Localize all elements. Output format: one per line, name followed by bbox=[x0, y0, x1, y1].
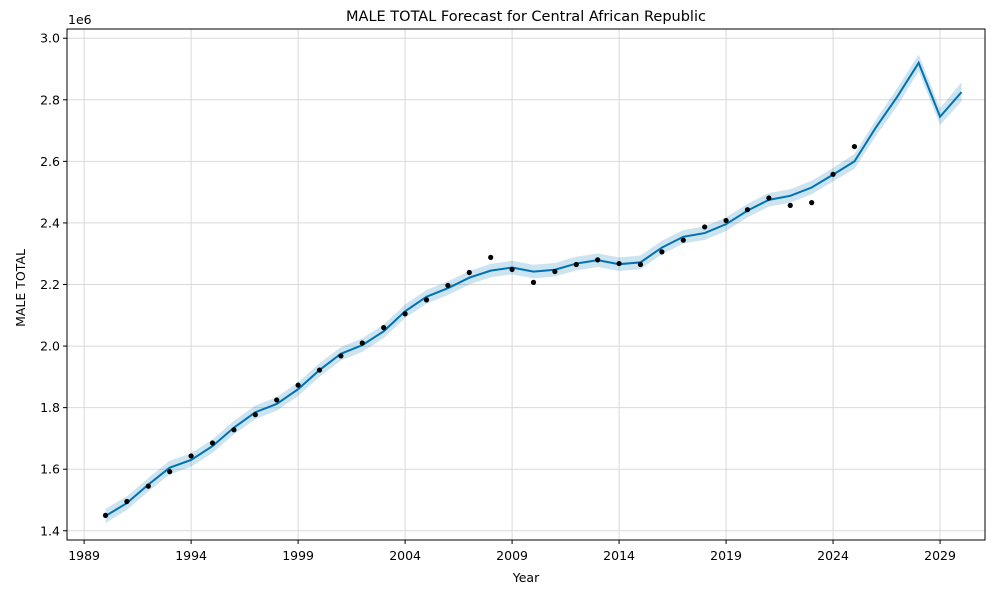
y-tick-label: 2.8 bbox=[40, 92, 60, 107]
observed-point bbox=[102, 512, 109, 518]
x-tick-label: 2024 bbox=[817, 548, 849, 563]
observed-points bbox=[102, 143, 858, 518]
observed-point bbox=[124, 498, 130, 505]
y-axis-label: MALE TOTAL bbox=[13, 249, 28, 327]
observed-point bbox=[787, 202, 793, 208]
observed-point bbox=[402, 311, 408, 317]
observed-point bbox=[231, 427, 237, 433]
observed-point bbox=[830, 171, 836, 177]
observed-point bbox=[274, 397, 280, 403]
observed-point bbox=[616, 260, 622, 267]
observed-point bbox=[723, 217, 729, 224]
observed-point bbox=[509, 266, 515, 273]
observed-point bbox=[552, 268, 558, 275]
observed-point bbox=[445, 282, 451, 289]
y-tick-label: 2.0 bbox=[40, 339, 60, 354]
observed-point bbox=[573, 261, 579, 268]
y-tick-label: 2.4 bbox=[40, 215, 60, 230]
observed-point bbox=[209, 440, 216, 446]
observed-point bbox=[659, 249, 665, 255]
y-tick-label: 1.6 bbox=[40, 462, 60, 477]
observed-point bbox=[744, 207, 751, 213]
observed-point bbox=[530, 279, 537, 285]
observed-point bbox=[381, 325, 387, 331]
y-tick-label: 1.8 bbox=[40, 400, 60, 415]
x-tick-label: 2004 bbox=[389, 548, 421, 563]
y-axis-offset-label: 1e6 bbox=[68, 12, 92, 27]
x-tick-label: 2014 bbox=[603, 548, 635, 563]
x-axis-label: Year bbox=[512, 570, 540, 585]
forecast-line bbox=[105, 60, 963, 517]
observed-point bbox=[145, 483, 151, 489]
chart-title: MALE TOTAL Forecast for Central African … bbox=[346, 9, 706, 25]
observed-point bbox=[359, 340, 365, 346]
x-tick-label: 1999 bbox=[282, 548, 314, 563]
observed-point bbox=[338, 353, 344, 359]
observed-point bbox=[637, 261, 644, 268]
x-tick-label: 2029 bbox=[924, 548, 956, 563]
observed-point bbox=[295, 382, 301, 388]
observed-point bbox=[766, 195, 772, 201]
x-tick-label: 1989 bbox=[68, 548, 100, 563]
observed-point bbox=[488, 254, 494, 261]
observed-point bbox=[466, 269, 472, 276]
observed-point bbox=[423, 297, 430, 303]
observed-point bbox=[702, 224, 708, 230]
observed-point bbox=[809, 200, 815, 206]
observed-point bbox=[680, 237, 686, 243]
observed-point bbox=[252, 412, 258, 418]
x-axis-ticks: 1989 1994 1999 2004 2009 2014 2019 2024 2029 bbox=[68, 540, 956, 563]
x-tick-label: 1994 bbox=[175, 548, 207, 563]
y-axis-ticks: 1.4 1.6 1.8 2.0 2.2 2.4 2.6 2.8 3.0 bbox=[40, 31, 67, 538]
observed-point bbox=[851, 143, 858, 150]
x-tick-label: 2009 bbox=[496, 548, 528, 563]
observed-point bbox=[595, 257, 601, 263]
y-tick-label: 2.2 bbox=[40, 277, 60, 292]
observed-point bbox=[167, 469, 173, 475]
y-tick-label: 1.4 bbox=[40, 523, 60, 538]
observed-point bbox=[188, 453, 194, 459]
forecast-line-group bbox=[105, 60, 963, 517]
x-tick-label: 2019 bbox=[710, 548, 742, 563]
grid-lines bbox=[67, 29, 985, 540]
y-tick-label: 3.0 bbox=[40, 31, 60, 46]
y-tick-label: 2.6 bbox=[40, 154, 60, 169]
observed-point bbox=[316, 367, 323, 373]
